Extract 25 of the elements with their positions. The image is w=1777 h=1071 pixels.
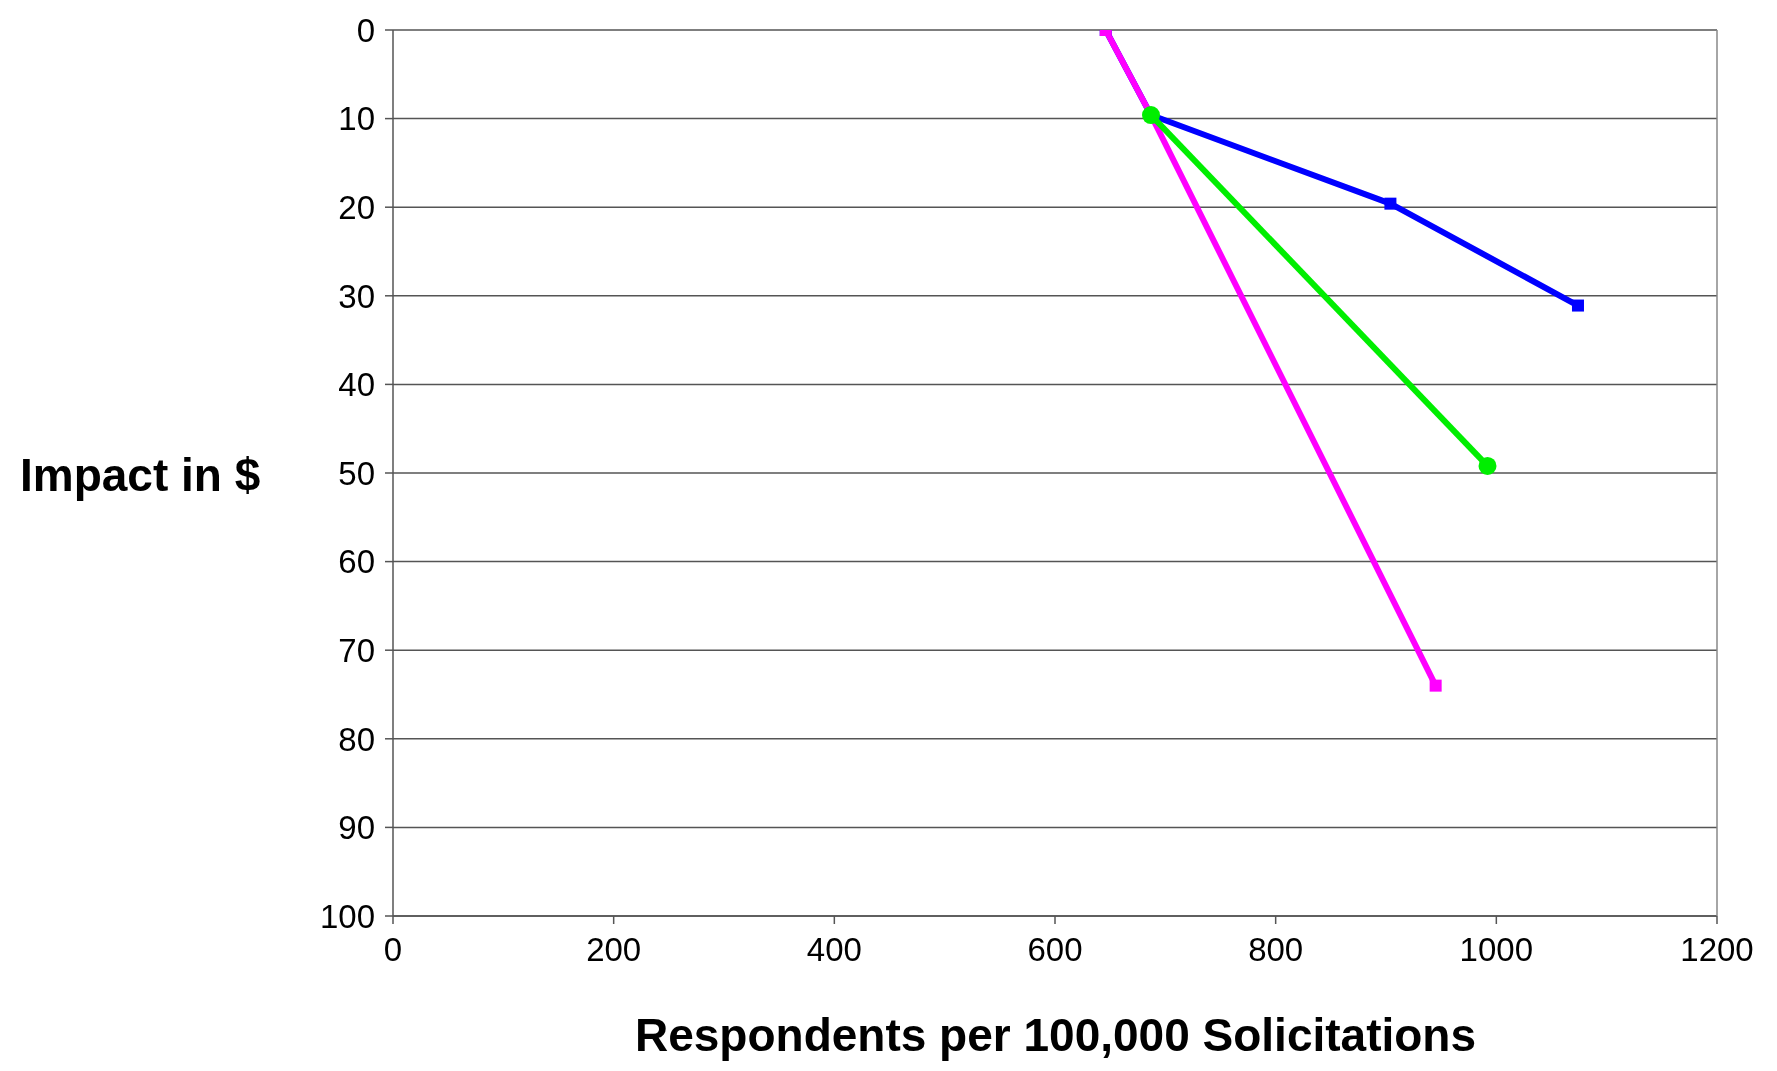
y-tick-label: 60: [338, 543, 375, 581]
y-tick-label: 10: [338, 100, 375, 138]
y-tick-label: 50: [338, 454, 375, 492]
point: [1141, 106, 1160, 125]
x-axis-title: Respondents per 100,000 Solicitations: [633, 1008, 1478, 1062]
y-tick-label: 90: [338, 809, 375, 847]
x-tick-label: 400: [806, 931, 862, 969]
y-tick-label: 0: [356, 11, 375, 49]
y-tick-label: 100: [319, 897, 375, 935]
y-tick-label: 80: [338, 720, 375, 758]
point: [1384, 197, 1397, 210]
point: [1478, 456, 1497, 475]
x-tick-label: 1000: [1459, 931, 1534, 969]
y-tick-label: 70: [338, 631, 375, 669]
x-tick-label: 600: [1027, 931, 1083, 969]
point: [1429, 679, 1442, 692]
x-tick-label: 1200: [1680, 931, 1754, 969]
y-tick-label: 30: [338, 277, 375, 315]
y-tick-label: 20: [338, 188, 375, 226]
x-tick-label: 200: [586, 931, 642, 969]
x-tick-label: 800: [1248, 931, 1304, 969]
y-tick-label: 40: [338, 366, 375, 404]
x-tick-label: 0: [383, 931, 403, 969]
y-axis-title: Impact in $: [20, 448, 261, 502]
point: [1571, 299, 1584, 312]
